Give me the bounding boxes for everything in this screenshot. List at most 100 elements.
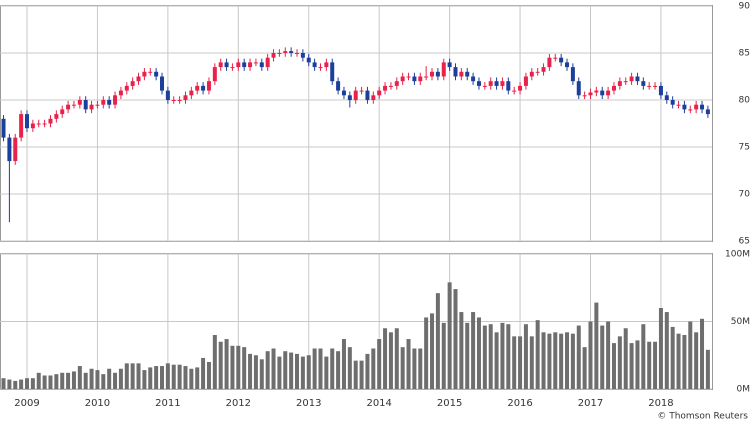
volume-bar <box>617 336 622 389</box>
volume-bar <box>236 345 241 389</box>
x-tick-label: 2013 <box>296 398 321 409</box>
volume-bar <box>113 372 118 389</box>
candle-body <box>518 85 523 91</box>
candle-body <box>600 90 605 96</box>
candle-body <box>629 76 634 82</box>
volume-bar <box>441 322 446 389</box>
volume-bar <box>277 356 282 389</box>
volume-bar <box>611 343 616 389</box>
candle-body <box>71 104 76 106</box>
volume-bar <box>347 347 352 389</box>
volume-bar <box>195 367 200 389</box>
candle-body <box>611 85 616 91</box>
candle-body <box>658 85 663 96</box>
candle-body <box>494 81 499 86</box>
candle-body <box>547 57 552 68</box>
volume-bar <box>165 363 170 389</box>
volume-bar <box>588 321 593 389</box>
volume-bar <box>535 320 540 389</box>
candle-body <box>295 53 300 54</box>
candle-body <box>42 123 47 125</box>
candle-body <box>248 62 253 68</box>
x-tick-label: 2009 <box>14 398 39 409</box>
y-tick-label: 85 <box>739 49 750 59</box>
price-frame <box>0 5 713 242</box>
volume-bar <box>341 339 346 389</box>
volume-bar <box>336 351 341 389</box>
candle-body <box>283 51 288 53</box>
candle-body <box>635 76 640 82</box>
candle-body <box>183 95 188 100</box>
candle-body <box>476 81 481 86</box>
volume-bar <box>271 348 276 389</box>
candle-body <box>336 81 341 91</box>
volume-bar <box>435 293 440 389</box>
candle-body <box>113 95 118 105</box>
volume-bar <box>95 370 100 389</box>
candle-body <box>700 104 705 110</box>
volume-bar <box>512 336 517 389</box>
volume-bar <box>206 362 211 389</box>
volume-bar <box>77 366 82 389</box>
candle-body <box>576 81 581 96</box>
candle-body <box>377 90 382 96</box>
x-tick-label: 2012 <box>226 398 251 409</box>
x-tick-label: 2015 <box>437 398 462 409</box>
volume-bar <box>694 332 699 389</box>
volume-bar <box>36 372 41 389</box>
candle-body <box>318 67 323 69</box>
candle-body <box>136 76 141 82</box>
volume-bar <box>430 313 435 389</box>
candle-body <box>465 71 470 77</box>
x-tick-label: 2014 <box>366 398 391 409</box>
candle-body <box>124 85 129 91</box>
volume-bar <box>635 340 640 389</box>
volume-bar <box>641 324 646 389</box>
candle-body <box>647 85 652 87</box>
candle-body <box>30 123 35 129</box>
x-tick-label: 2018 <box>648 398 673 409</box>
volume-bar <box>447 282 452 389</box>
candle-body <box>529 71 534 77</box>
candle-body <box>365 90 370 100</box>
candle-body <box>588 92 593 96</box>
candle-body <box>77 100 82 105</box>
volume-bar <box>506 324 511 389</box>
volume-bar <box>1 378 6 389</box>
candle-body <box>641 81 646 86</box>
volume-bar <box>553 332 558 389</box>
candle-body <box>107 100 112 105</box>
volume-bar <box>142 370 147 389</box>
candle-body <box>142 71 147 77</box>
candle-body <box>224 62 229 68</box>
candle-body <box>259 62 264 68</box>
volume-bar <box>465 322 470 389</box>
volume-bar <box>688 321 693 389</box>
volume-bar <box>594 302 599 389</box>
candle-body <box>388 85 393 87</box>
candle-body <box>171 100 176 101</box>
candle-body <box>688 109 693 111</box>
volume-bar <box>353 360 358 389</box>
volume-bar <box>682 335 687 389</box>
candle-body <box>36 123 41 125</box>
candle-body <box>160 76 165 91</box>
y-tick-label: 70 <box>739 190 751 200</box>
volume-bar <box>371 348 376 389</box>
volume-bar <box>48 375 53 389</box>
volume-bar <box>183 366 188 389</box>
candle-body <box>664 95 669 100</box>
volume-bar <box>218 341 223 389</box>
volume-bar <box>107 368 112 389</box>
volume-bar <box>83 372 88 389</box>
candle-body <box>682 104 687 110</box>
candle-body <box>488 81 493 86</box>
volume-bar <box>406 339 411 389</box>
y-tick-label: 75 <box>739 143 750 153</box>
volume-bar <box>160 366 165 389</box>
volume-bar <box>600 325 605 389</box>
candle-body <box>523 76 528 86</box>
candle-body <box>242 62 247 68</box>
candle-body <box>289 51 294 53</box>
